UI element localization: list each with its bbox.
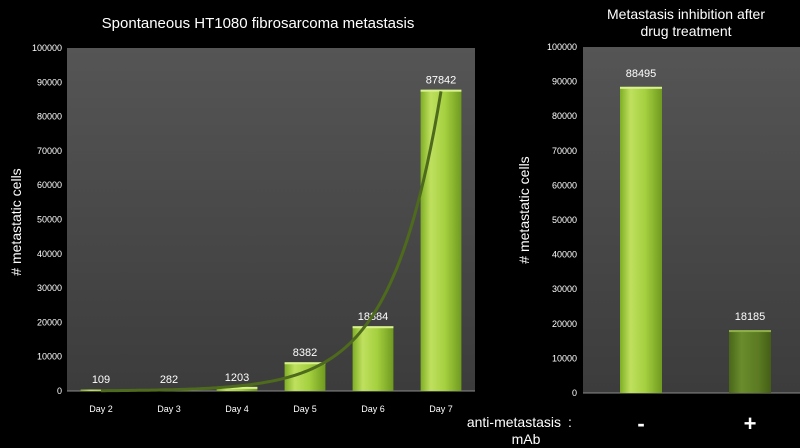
chart-right-y-tick-label: 60000: [552, 180, 577, 190]
chart-right-title-line-2: drug treatment: [640, 23, 731, 39]
chart-left: Spontaneous HT1080 fibrosarcoma metastas…: [8, 15, 475, 414]
chart-left-y-tick-label: 90000: [37, 77, 62, 87]
chart-right-bar-highlight: [729, 330, 771, 332]
chart-right-bar: [729, 330, 771, 393]
chart-right-data-label: 88495: [626, 68, 657, 80]
chart-right-y-tick-label: 20000: [552, 319, 577, 329]
chart-left-y-ticks: 0 10000 20000 30000 40000 50000 60000 70000 8000…: [32, 43, 62, 396]
chart-right-data-label: 18185: [735, 311, 766, 323]
chart-left-y-tick-label: 70000: [37, 146, 62, 156]
chart-right-x-ticks: - +: [637, 411, 756, 436]
chart-right-bar: [620, 87, 662, 393]
chart-right-title-line-1: Metastasis inhibition after: [607, 6, 765, 22]
chart-left-data-label: 87842: [426, 75, 457, 87]
chart-left-x-tick-label: Day 7: [429, 404, 453, 414]
chart-left-y-tick-label: 80000: [37, 112, 62, 122]
treatment-label-separator: :: [568, 414, 572, 430]
chart-left-y-tick-label: 0: [57, 386, 62, 396]
chart-left-data-label: 109: [92, 374, 110, 386]
chart-right-y-tick-label: 40000: [552, 250, 577, 260]
chart-right-y-ticks: 0 10000 20000 30000 40000 50000 60000 70000 8000…: [547, 42, 577, 398]
chart-right-y-tick-label: 50000: [552, 215, 577, 225]
chart-right-y-tick-label: 90000: [552, 77, 577, 87]
chart-left-data-label: 8382: [293, 347, 317, 359]
treatment-label-line-1: anti-metastasis: [467, 414, 561, 430]
chart-left-x-tick-label: Day 6: [361, 404, 385, 414]
chart-left-y-tick-label: 30000: [37, 283, 62, 293]
chart-left-x-tick-label: Day 3: [157, 404, 181, 414]
chart-left-y-tick-label: 50000: [37, 215, 62, 225]
chart-right-y-tick-label: 10000: [552, 353, 577, 363]
chart-left-y-axis-label: # metastatic cells: [8, 168, 24, 275]
chart-left-y-tick-label: 10000: [37, 352, 62, 362]
chart-right-y-tick-label: 70000: [552, 146, 577, 156]
chart-right-bar-highlight: [620, 87, 662, 89]
chart-left-bar: [421, 90, 462, 391]
chart-right-x-tick-label: -: [637, 411, 644, 436]
chart-right-y-tick-label: 80000: [552, 111, 577, 121]
chart-left-bar-highlight: [353, 326, 394, 328]
chart-left-y-tick-label: 40000: [37, 249, 62, 259]
chart-left-x-tick-label: Day 4: [225, 404, 249, 414]
chart-left-data-label: 282: [160, 374, 178, 386]
chart-right: Metastasis inhibition after drug treatme…: [467, 6, 800, 447]
chart-left-x-tick-label: Day 5: [293, 404, 317, 414]
chart-left-y-tick-label: 100000: [32, 43, 62, 53]
chart-left-x-tick-label: Day 2: [89, 404, 113, 414]
chart-left-data-label: 1203: [225, 372, 249, 384]
treatment-label-line-2: mAb: [512, 431, 541, 447]
chart-right-y-tick-label: 30000: [552, 284, 577, 294]
chart-right-y-tick-label: 0: [572, 388, 577, 398]
chart-right-y-tick-label: 100000: [547, 42, 577, 52]
chart-left-y-tick-label: 60000: [37, 180, 62, 190]
chart-left-title: Spontaneous HT1080 fibrosarcoma metastas…: [102, 15, 415, 32]
chart-left-y-tick-label: 20000: [37, 317, 62, 327]
chart-left-x-ticks: Day 2 Day 3 Day 4 Day 5 Day 6 Day 7: [89, 404, 453, 414]
chart-right-y-axis-label: # metastatic cells: [516, 156, 532, 263]
chart-right-x-tick-label: +: [744, 411, 757, 436]
